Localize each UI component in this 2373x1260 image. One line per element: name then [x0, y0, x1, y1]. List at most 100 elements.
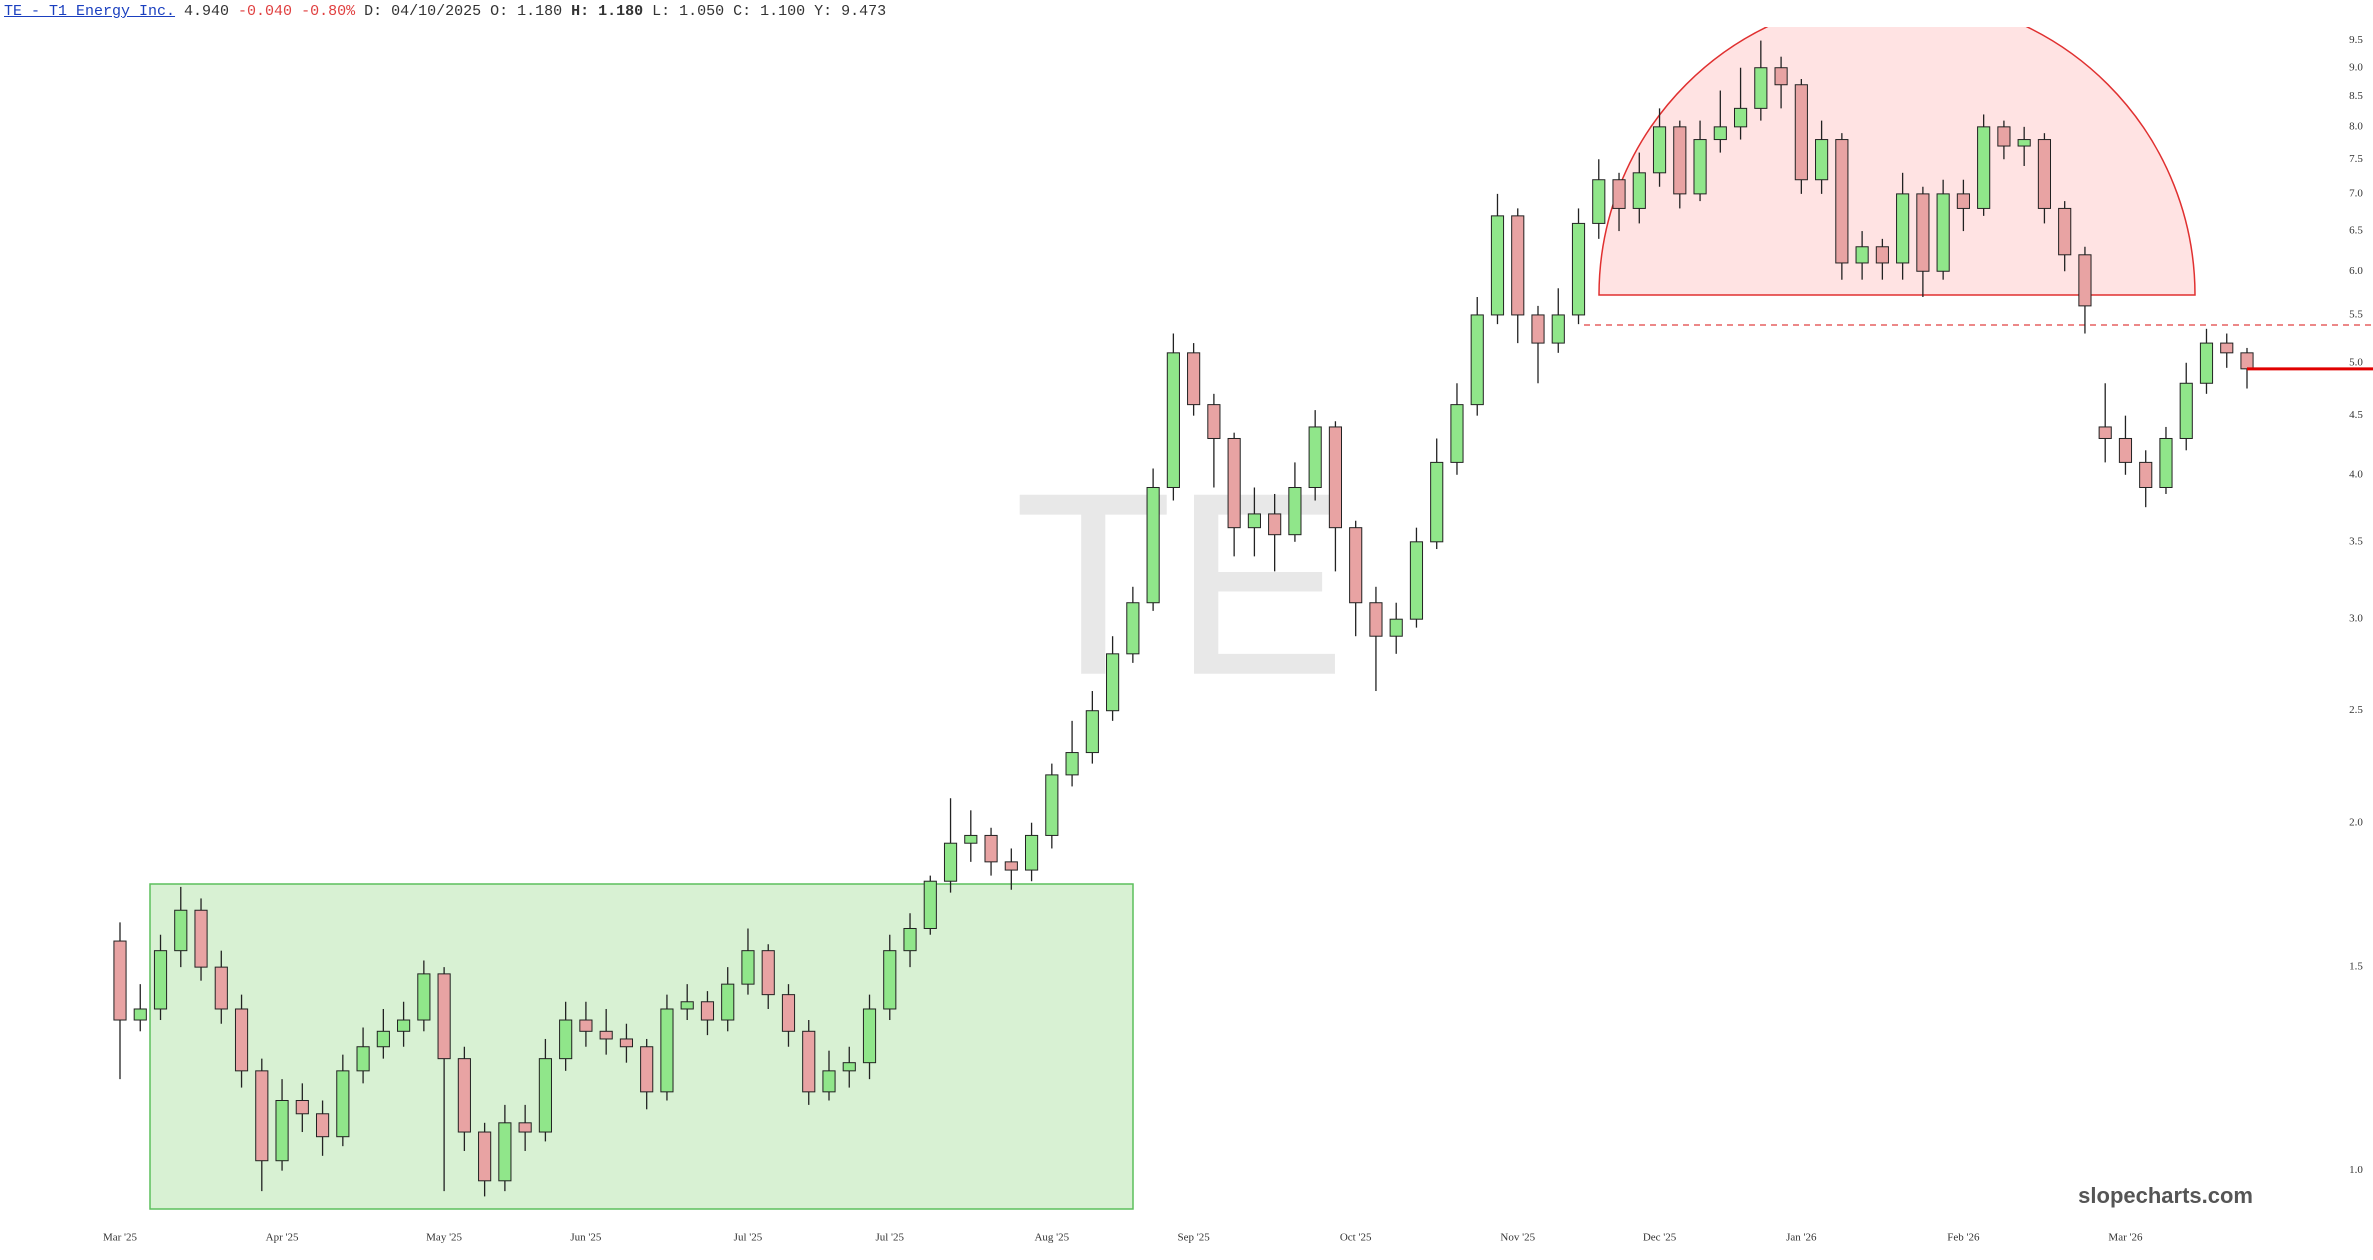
change-pct: -0.80%: [301, 3, 356, 20]
candle-body: [376, 1030, 390, 1048]
candle-body: [478, 1131, 492, 1182]
candle-body: [2240, 352, 2254, 370]
open: O: 1.180: [490, 3, 563, 20]
candle-body: [194, 909, 208, 968]
candle-body: [2199, 342, 2214, 384]
candle-body: [741, 950, 755, 985]
candle-body: [1065, 752, 1079, 776]
candle-body: [1754, 67, 1768, 109]
candle-body: [1227, 437, 1241, 529]
candle-body: [1551, 314, 1565, 344]
candle-body: [680, 1001, 694, 1010]
candle-body: [1855, 246, 1869, 264]
candle-body: [1106, 653, 1120, 712]
candle-body: [1024, 834, 1039, 871]
candle-body: [1349, 527, 1363, 604]
x-tick-label: Jun '25: [570, 1232, 602, 1244]
y-tick-label: 9.5: [2349, 34, 2363, 46]
candle-body: [1673, 126, 1687, 195]
candle-body: [1875, 246, 1889, 264]
candle-body: [559, 1019, 573, 1060]
candle-body: [802, 1030, 816, 1093]
candle-body: [2017, 139, 2031, 147]
candle-body: [518, 1122, 532, 1133]
candle-body: [943, 842, 958, 882]
y-tick-label: 9.0: [2349, 61, 2363, 73]
y-tick-label: 7.5: [2349, 153, 2363, 165]
candle-body: [457, 1058, 471, 1133]
source-label: slopecharts.com: [2078, 1183, 2253, 1208]
high: H: 1.180: [571, 3, 644, 20]
candle-body: [1126, 602, 1140, 655]
candle-body: [1794, 84, 1808, 181]
candle-body: [356, 1046, 370, 1072]
candle-body: [1490, 215, 1505, 316]
candle-body: [1733, 107, 1748, 128]
candle-body: [275, 1100, 289, 1162]
candle-body: [2118, 437, 2133, 463]
candle-body: [1450, 404, 1464, 463]
candle-body: [1592, 179, 1606, 224]
candle-body: [214, 966, 228, 1010]
x-tick-label: Jan '26: [1786, 1232, 1817, 1244]
candle-body: [1268, 513, 1282, 536]
candle-body: [2058, 207, 2072, 256]
candle-body: [2139, 461, 2153, 488]
candle-body: [1389, 618, 1403, 637]
candle-body: [2220, 342, 2234, 354]
y-tick-label: 6.0: [2349, 265, 2363, 277]
candle-body: [1409, 541, 1424, 620]
candle-body: [1328, 426, 1343, 529]
candle-body: [1997, 126, 2011, 147]
candle-body: [1166, 352, 1180, 488]
candle-body: [1470, 314, 1484, 406]
y-tick-label: 5.5: [2349, 308, 2363, 320]
candle-body: [721, 983, 735, 1021]
x-tick-label: Oct '25: [1340, 1232, 1372, 1244]
candle-body: [2037, 139, 2052, 209]
candle-body: [1612, 179, 1626, 209]
candle-body: [1308, 426, 1322, 488]
candle-body: [761, 950, 775, 996]
candle-body: [862, 1008, 877, 1064]
change: -0.040: [238, 3, 293, 20]
candle-body: [255, 1070, 269, 1162]
candle-body: [964, 834, 978, 844]
y-tick-label: 2.0: [2349, 816, 2363, 828]
candle-body: [1713, 126, 1727, 141]
candle-body: [1511, 215, 1525, 316]
date: D: 04/10/2025: [364, 3, 482, 20]
x-tick-label: Jul '25: [875, 1232, 904, 1244]
y-tick-label: 4.5: [2349, 409, 2363, 421]
candle-body: [1774, 67, 1788, 86]
candle-body: [1531, 314, 1545, 344]
candle-body: [113, 940, 127, 1021]
dome-shape: [1598, 27, 2196, 296]
y-tick-label: 5.0: [2349, 356, 2363, 368]
candle-body: [883, 950, 897, 1010]
x-tick-label: May '25: [426, 1232, 462, 1244]
candle-body: [1896, 193, 1910, 264]
candle-body: [397, 1019, 411, 1032]
candle-body: [1936, 193, 1950, 272]
candle-body: [1146, 486, 1160, 604]
candle-body: [498, 1122, 512, 1182]
candle-body: [1815, 139, 1829, 181]
candle-body: [1207, 404, 1221, 439]
symbol[interactable]: TE - T1 Energy Inc.: [4, 3, 176, 20]
candle-body: [923, 880, 937, 929]
candle-body: [1835, 139, 1849, 264]
candle-body: [2179, 382, 2193, 439]
candle-body: [1632, 172, 1646, 209]
candle-body: [1571, 222, 1586, 316]
y-tick-label: 1.0: [2349, 1164, 2363, 1176]
x-tick-label: Feb '26: [1947, 1232, 1980, 1244]
x-tick-label: Sep '25: [1178, 1232, 1211, 1244]
y-tick-label: 1.5: [2349, 961, 2363, 973]
watermark: TE: [1014, 440, 1346, 730]
candle-body: [619, 1038, 634, 1048]
candle-body: [700, 1001, 715, 1021]
candle-body: [153, 950, 168, 1010]
candle-body: [1652, 126, 1667, 174]
